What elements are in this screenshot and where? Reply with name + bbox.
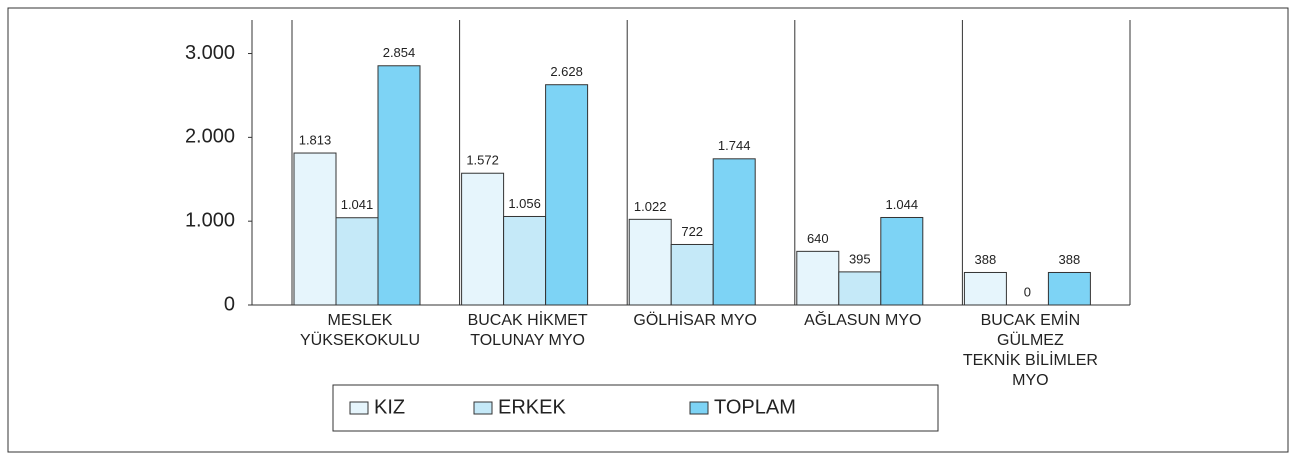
bar-value-label: 395	[849, 251, 871, 266]
bar	[838, 271, 882, 306]
bar	[628, 218, 672, 306]
bar-value-label: 388	[1059, 252, 1081, 267]
bar-value-label: 2.628	[550, 64, 583, 79]
x-tick-label: BUCAK HİKMET TOLUNAY MYO	[467, 312, 588, 349]
bar	[293, 152, 337, 306]
legend-swatch	[349, 401, 369, 415]
bar	[545, 84, 589, 306]
y-tick-label: 2.000	[185, 126, 235, 148]
bar-value-label: 1.041	[341, 197, 374, 212]
bar	[377, 65, 421, 306]
y-tick-label: 3.000	[185, 42, 235, 64]
bar	[712, 158, 756, 306]
bar-value-label: 0	[1024, 284, 1031, 299]
bar	[963, 271, 1007, 306]
bar	[335, 217, 379, 306]
bar-value-label: 1.022	[634, 199, 667, 214]
legend-label: TOPLAM	[714, 396, 796, 418]
bar-value-label: 722	[681, 224, 703, 239]
legend-box	[332, 384, 939, 432]
bar	[880, 216, 924, 306]
bar-value-label: 1.044	[886, 197, 919, 212]
bar-value-label: 2.854	[383, 45, 416, 60]
legend-label: ERKEK	[498, 396, 566, 418]
bar-value-label: 640	[807, 231, 829, 246]
bar-value-label: 1.813	[299, 132, 332, 147]
bar	[796, 250, 840, 306]
x-tick-label: BUCAK EMİN GÜLMEZ TEKNİK BİLİMLER MYO	[962, 312, 1098, 389]
legend-label: KIZ	[374, 396, 405, 418]
bar-value-label: 1.056	[508, 196, 541, 211]
bar	[1047, 271, 1091, 306]
frame	[7, 7, 1289, 453]
x-tick-label: AĞLASUN MYO	[804, 312, 922, 329]
y-tick-label: 1.000	[185, 209, 235, 231]
bar-value-label: 1.744	[718, 138, 751, 153]
x-tick-label: GÖLHİSAR MYO	[633, 312, 757, 329]
legend-swatch	[689, 401, 709, 415]
bar-value-label: 388	[975, 252, 997, 267]
bar-value-label: 1.572	[466, 153, 499, 168]
bar	[461, 172, 505, 306]
x-tick-label: MESLEK YÜKSEKOKULU	[299, 312, 421, 349]
legend-swatch	[473, 401, 493, 415]
bar	[670, 243, 714, 306]
y-tick-label: 0	[224, 293, 235, 315]
bar	[503, 215, 547, 306]
